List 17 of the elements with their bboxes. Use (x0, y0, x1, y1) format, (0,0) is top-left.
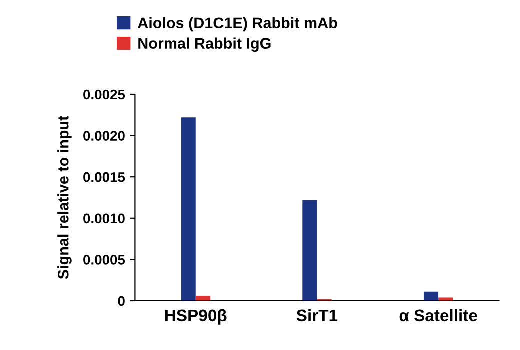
y-tick-label: 0.0015 (84, 172, 126, 182)
legend-label: Normal Rabbit IgG (138, 38, 271, 52)
x-tick-label: SirT1 (296, 309, 338, 322)
bar (424, 292, 439, 301)
bar (181, 118, 196, 301)
y-axis-title: Signal relative to input (58, 116, 72, 280)
x-tick-label: α Satellite (400, 309, 478, 322)
y-tick-label: 0.0005 (84, 255, 126, 265)
legend-label: Aiolos (D1C1E) Rabbit mAb (138, 17, 338, 32)
y-tick-label: 0.0010 (84, 214, 125, 224)
bar (302, 200, 318, 301)
y-tick-label: 0 (118, 296, 125, 306)
bar (196, 296, 210, 301)
x-tick-label: HSP90β (165, 309, 227, 325)
y-tick-label: 0.0025 (84, 90, 126, 100)
y-tick-label: 0.0020 (84, 131, 125, 141)
bar (438, 298, 454, 301)
